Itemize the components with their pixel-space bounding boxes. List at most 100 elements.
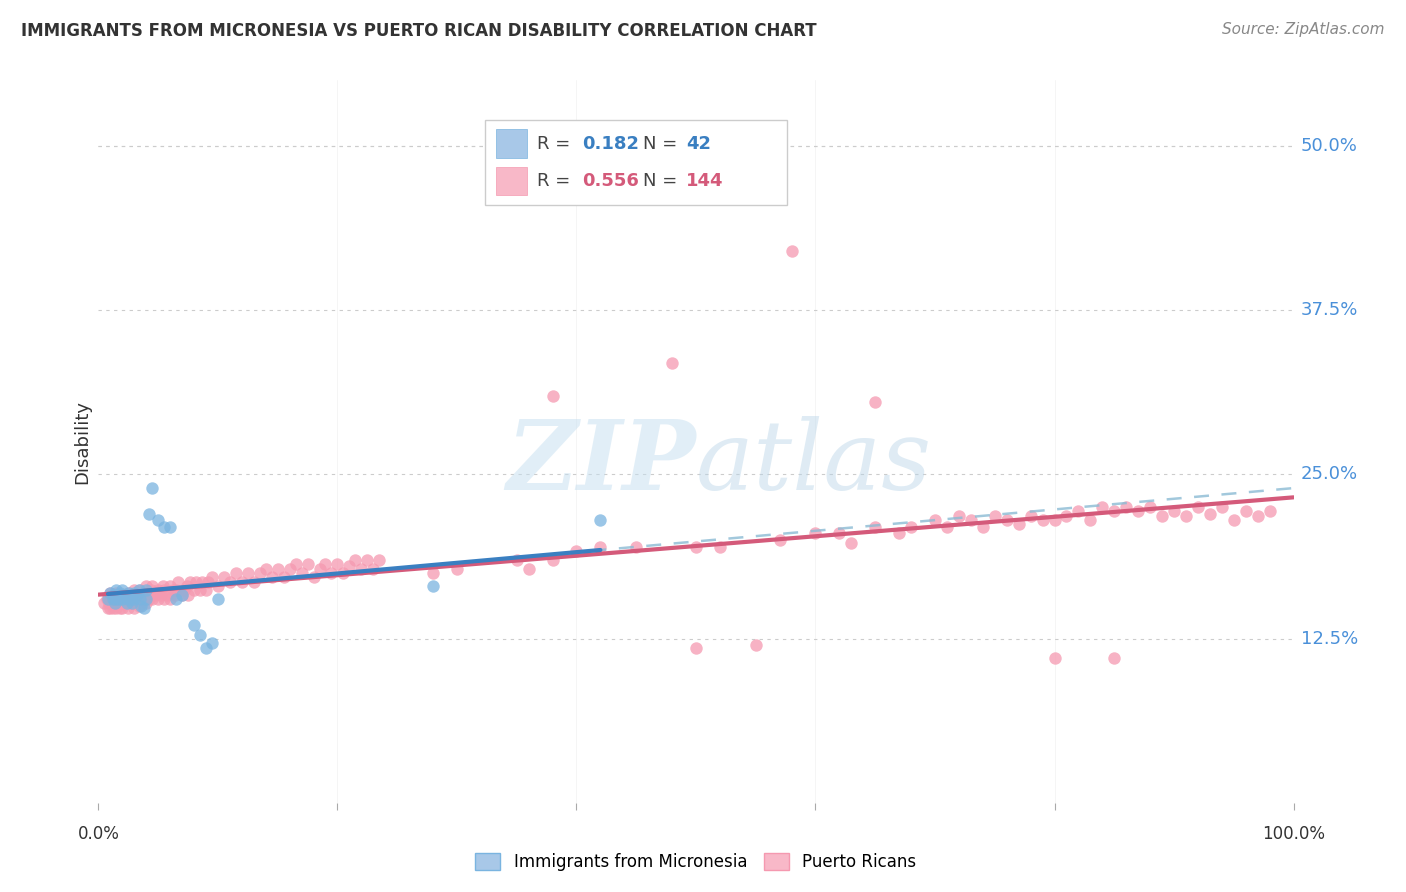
Point	[143, 588, 166, 602]
Point	[138, 507, 160, 521]
Point	[135, 588, 157, 602]
Point	[1247, 509, 1270, 524]
Point	[422, 566, 444, 580]
Point	[172, 588, 194, 602]
Point	[98, 601, 122, 615]
Point	[207, 579, 229, 593]
Point	[132, 592, 155, 607]
Point	[768, 533, 790, 547]
Point	[589, 513, 612, 527]
Point	[110, 592, 132, 607]
Point	[153, 582, 176, 597]
Point	[141, 579, 163, 593]
Point	[124, 582, 146, 597]
Point	[541, 388, 564, 402]
Point	[188, 627, 211, 641]
Point	[1211, 500, 1233, 515]
Point	[960, 513, 983, 527]
Point	[1199, 507, 1222, 521]
Point	[1128, 504, 1150, 518]
Point	[101, 592, 124, 607]
Point	[135, 596, 157, 610]
Point	[128, 582, 150, 597]
Point	[356, 553, 378, 567]
Legend: Immigrants from Micronesia, Puerto Ricans: Immigrants from Micronesia, Puerto Rican…	[468, 846, 924, 878]
Point	[128, 599, 150, 613]
Text: 42: 42	[686, 135, 711, 153]
Point	[104, 596, 127, 610]
Point	[186, 575, 208, 590]
Text: 12.5%: 12.5%	[1301, 630, 1358, 648]
Point	[995, 513, 1018, 527]
Point	[152, 579, 174, 593]
Point	[191, 575, 214, 590]
Point	[167, 575, 190, 590]
Point	[267, 562, 290, 576]
Point	[159, 579, 181, 593]
Point	[195, 640, 218, 655]
Point	[709, 540, 731, 554]
Point	[105, 585, 128, 599]
Point	[148, 513, 170, 527]
Point	[326, 557, 349, 571]
Point	[159, 592, 181, 607]
Point	[1187, 500, 1209, 515]
Point	[363, 562, 385, 576]
Point	[219, 575, 242, 590]
Point	[368, 553, 391, 567]
Point	[1139, 500, 1161, 515]
Point	[141, 481, 163, 495]
Text: ZIP: ZIP	[506, 417, 696, 510]
Point	[745, 638, 768, 652]
Point	[114, 596, 136, 610]
Point	[197, 575, 219, 590]
Point	[1091, 500, 1114, 515]
Point	[162, 582, 184, 597]
Point	[207, 592, 229, 607]
Point	[924, 513, 946, 527]
Point	[124, 592, 146, 607]
Point	[984, 509, 1007, 524]
Point	[297, 557, 319, 571]
Point	[111, 601, 134, 615]
Text: N =: N =	[643, 135, 682, 153]
Point	[321, 566, 343, 580]
Text: R =: R =	[537, 172, 576, 190]
Point	[120, 596, 142, 610]
Point	[225, 566, 247, 580]
Point	[97, 601, 120, 615]
Point	[139, 582, 162, 597]
Point	[96, 592, 118, 607]
Point	[1067, 504, 1090, 518]
Point	[889, 526, 911, 541]
Point	[107, 588, 129, 602]
Text: 144: 144	[686, 172, 724, 190]
Point	[114, 588, 136, 602]
Point	[159, 520, 181, 534]
Point	[865, 520, 887, 534]
Point	[626, 540, 648, 554]
Point	[422, 579, 444, 593]
Point	[201, 570, 224, 584]
Point	[865, 395, 887, 409]
Point	[105, 592, 128, 607]
Point	[135, 582, 157, 597]
Point	[124, 585, 146, 599]
Point	[117, 592, 139, 607]
Point	[141, 592, 163, 607]
Point	[131, 588, 153, 602]
Point	[165, 582, 187, 597]
Point	[1032, 513, 1054, 527]
Point	[115, 596, 138, 610]
Point	[565, 543, 588, 558]
Point	[804, 526, 827, 541]
Point	[1258, 504, 1281, 518]
Point	[332, 566, 354, 580]
Point	[110, 588, 132, 602]
Point	[172, 588, 194, 602]
Point	[506, 553, 529, 567]
Point	[135, 579, 157, 593]
Point	[948, 509, 970, 524]
Point	[124, 601, 146, 615]
Point	[107, 592, 129, 607]
